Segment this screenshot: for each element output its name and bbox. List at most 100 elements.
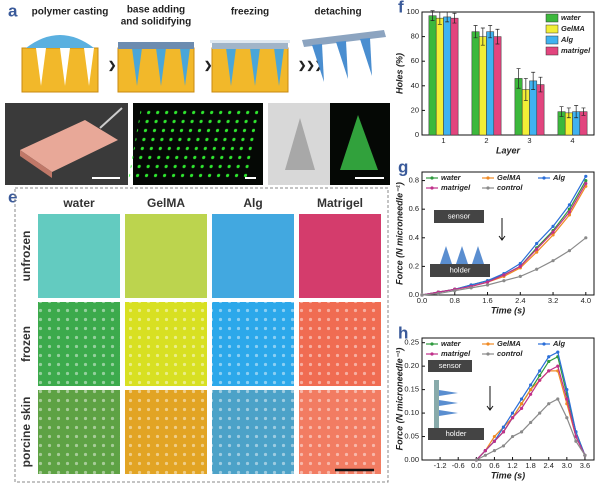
legend-label: water (561, 13, 582, 22)
panel-label: f (398, 0, 404, 16)
marker (538, 411, 542, 415)
x-axis-label: Layer (496, 145, 521, 155)
y-tick-label: 0.8 (409, 176, 419, 185)
step-label: detaching (314, 7, 361, 18)
legend-label: Alg (552, 339, 566, 348)
cavity (250, 48, 260, 86)
error-bar (566, 107, 571, 119)
legend-swatch (545, 24, 559, 34)
sensor (428, 360, 472, 372)
y-tick-label: 60 (411, 56, 419, 65)
x-tick-label: 4 (570, 136, 574, 145)
row-label: frozen (19, 326, 33, 362)
arrow (486, 386, 494, 411)
x-axis-label: Time (s) (491, 305, 525, 315)
series-line (475, 365, 586, 461)
legend-marker (430, 176, 434, 180)
base (434, 380, 439, 428)
marker (547, 359, 551, 364)
cavity (180, 48, 190, 86)
marker (538, 378, 542, 382)
cavity (36, 48, 46, 86)
cone (285, 118, 315, 170)
marker (547, 369, 551, 373)
x-tick-label: 1 (441, 136, 445, 145)
bar (428, 15, 437, 136)
x-tick-label: 3.0 (562, 461, 572, 470)
photo-dots (128, 110, 259, 180)
cavity (60, 48, 70, 86)
marker (485, 283, 490, 287)
marker (501, 425, 506, 429)
tweezer (99, 107, 123, 129)
tile-dots (299, 390, 381, 474)
marker (518, 264, 522, 268)
needle (456, 246, 468, 264)
marker (492, 439, 497, 443)
y-tick-label: 0.10 (404, 408, 419, 417)
tile-dots (212, 390, 294, 474)
marker (565, 388, 569, 392)
marker (535, 241, 539, 246)
error-bar (559, 106, 564, 117)
x-tick-label: 0.0 (471, 461, 481, 470)
marker (518, 274, 522, 279)
bar (478, 36, 487, 136)
marker (483, 449, 487, 453)
error-bar (581, 107, 586, 116)
needle (336, 41, 348, 79)
annotation: sensor (448, 211, 471, 220)
panel-label: g (398, 157, 408, 176)
marker (551, 233, 555, 237)
legend-label: control (497, 183, 523, 192)
legend-marker (486, 186, 490, 190)
step-label: and solidifying (121, 17, 192, 28)
arrow: ❯❯❯ (298, 61, 323, 72)
legend-label: GelMA (561, 24, 585, 33)
error-bar (574, 105, 579, 119)
plot-frame (421, 171, 595, 296)
x-axis-label: Time (s) (491, 470, 525, 480)
tile-dots (125, 302, 207, 386)
marker (535, 247, 539, 251)
tile-dots (212, 302, 294, 386)
tile (125, 214, 207, 298)
marker (556, 364, 560, 368)
tile-dots (38, 302, 120, 386)
legend-label: matrigel (441, 349, 471, 358)
marker (584, 178, 588, 183)
y-tick-label: 40 (411, 81, 419, 90)
x-tick-label: 3.6 (580, 461, 590, 470)
legend-label: GelMA (497, 173, 521, 182)
marker (510, 434, 515, 439)
tile-dots (125, 390, 207, 474)
y-tick-label: 0.00 (404, 455, 419, 464)
marker (567, 249, 572, 253)
annotation: holder (446, 429, 467, 438)
marker (535, 267, 539, 271)
error-bar (495, 28, 500, 45)
marker (502, 279, 506, 283)
step-label: base adding (127, 5, 185, 16)
y-tick-label: 100 (406, 7, 419, 16)
marker (565, 397, 569, 401)
x-tick-label: -1.2 (434, 461, 447, 470)
annotation: holder (450, 265, 471, 274)
y-tick-label: 0.20 (404, 361, 419, 370)
tile-dots (38, 390, 120, 474)
holder (428, 428, 484, 440)
marker (519, 397, 524, 401)
y-axis-label: Force (N microneedle⁻¹) (394, 348, 404, 451)
marker (518, 261, 522, 266)
error-bar (538, 76, 543, 93)
marker (574, 439, 578, 443)
x-tick-label: 3 (527, 136, 531, 145)
marker (436, 291, 440, 296)
marker (510, 416, 515, 420)
legend-label: control (497, 349, 523, 358)
panel-label: h (398, 323, 408, 342)
y-tick-label: 80 (411, 32, 419, 41)
bar (435, 17, 444, 136)
y-tick-label: 0.2 (409, 261, 419, 270)
